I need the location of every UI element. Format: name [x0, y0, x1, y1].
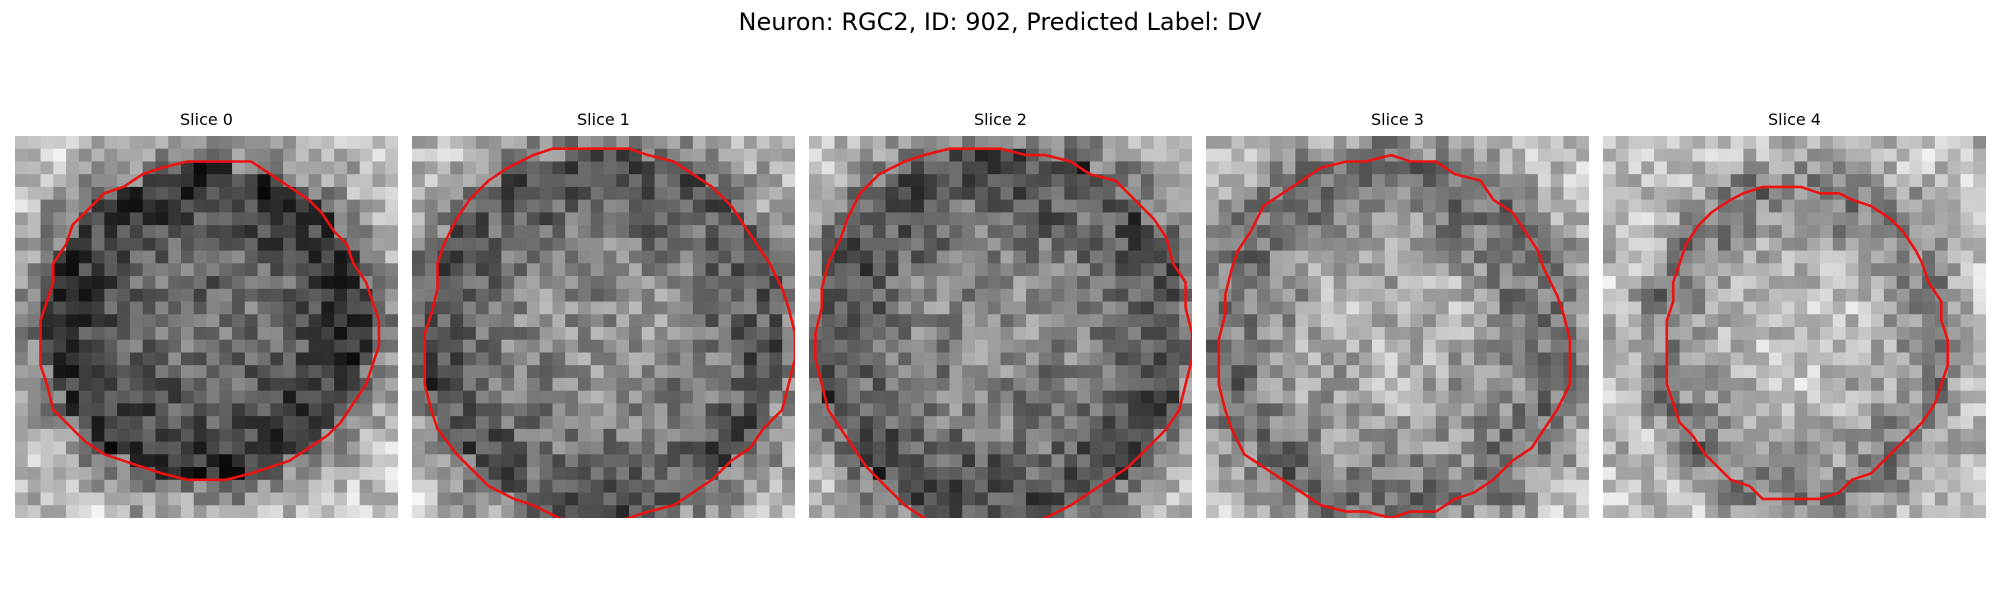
slice-image-1: [412, 136, 795, 518]
slice-panel-0: Slice 0: [15, 104, 398, 518]
slice-pixels: [412, 136, 795, 518]
segmentation-contour: [1217, 153, 1572, 518]
slice-panel-3: Slice 3: [1206, 104, 1589, 518]
slice-title: Slice 3: [1371, 110, 1424, 129]
figure-title: Neuron: RGC2, ID: 902, Predicted Label: …: [738, 8, 1262, 36]
slice-title: Slice 0: [180, 110, 233, 129]
slice-image-2: [809, 136, 1192, 518]
slice-panel-2: Slice 2: [809, 104, 1192, 518]
slice-pixels: [15, 136, 398, 518]
slice-image-0: [15, 136, 398, 518]
slice-title: Slice 4: [1768, 110, 1821, 129]
slice-pixels: [809, 136, 1192, 518]
segmentation-contour: [423, 147, 795, 518]
slice-image-4: [1603, 136, 1986, 518]
slice-title: Slice 1: [577, 110, 630, 129]
segmentation-contour: [814, 147, 1192, 518]
slice-title: Slice 2: [974, 110, 1027, 129]
slice-pixels: [1206, 136, 1589, 518]
segmentation-contour: [1665, 185, 1950, 501]
slice-pixels: [1603, 136, 1986, 518]
slice-panel-1: Slice 1: [412, 104, 795, 518]
segmentation-contour: [39, 160, 381, 482]
slice-panel-4: Slice 4: [1603, 104, 1986, 518]
slice-image-3: [1206, 136, 1589, 518]
